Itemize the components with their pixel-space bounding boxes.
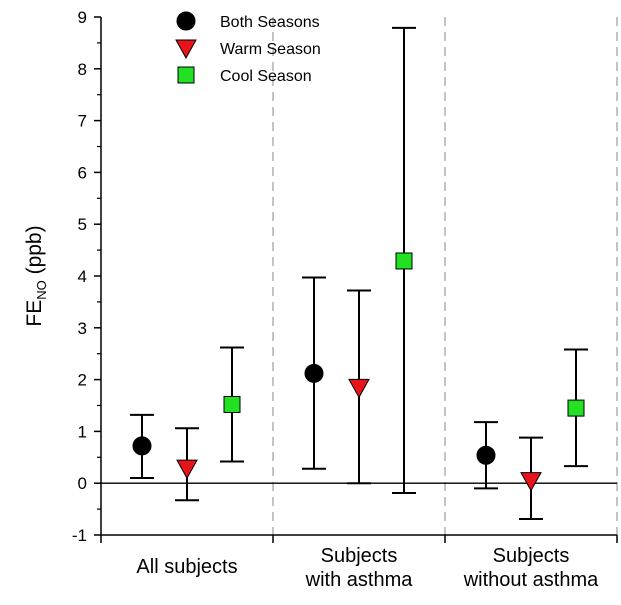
y-tick-label: 8 — [78, 60, 87, 79]
x-category-label: Subjects without asthma — [463, 545, 599, 591]
data-point — [395, 252, 413, 270]
y-tick-label: 9 — [78, 8, 87, 27]
data-point — [132, 436, 152, 456]
series-cool-season — [220, 26, 588, 495]
y-tick-label: 3 — [78, 319, 87, 338]
x-category-label-line: Subjects — [321, 545, 398, 567]
y-tick-label: 6 — [78, 163, 87, 182]
y-tick-label: 7 — [78, 112, 87, 131]
series-warm-season — [175, 289, 543, 520]
x-category-label-line: with asthma — [305, 569, 414, 591]
data-point — [520, 472, 542, 492]
series-layer — [130, 26, 588, 520]
y-tick-label: 5 — [78, 215, 87, 234]
legend: Both Seasons Warm Season Cool Season — [175, 11, 321, 85]
y-tick-label: -1 — [72, 526, 87, 545]
series-both-seasons — [130, 276, 498, 490]
data-point — [176, 459, 198, 480]
x-category-label: Subjects with asthma — [305, 545, 414, 591]
y-axis-title: FENO (ppb) — [23, 225, 49, 326]
x-category-label: All subjects — [136, 556, 237, 578]
x-category-label-line: without asthma — [463, 569, 599, 591]
data-point — [348, 378, 370, 399]
legend-label: Cool Season — [220, 68, 312, 85]
y-title-subscript: NO — [34, 280, 49, 300]
y-axis: -1 0 1 2 3 4 5 6 7 8 9 — [72, 8, 102, 545]
y-tick-label: 2 — [78, 371, 87, 390]
y-tick-label: 4 — [78, 267, 87, 286]
data-point — [304, 363, 324, 383]
y-title-unit: (ppb) — [23, 225, 46, 280]
y-tick-label: 0 — [78, 474, 87, 493]
data-point — [476, 445, 496, 465]
x-category-label-line: All subjects — [136, 556, 237, 578]
data-point — [567, 399, 585, 417]
legend-marker — [176, 11, 196, 31]
y-tick-label: 1 — [78, 422, 87, 441]
y-title-text: FENO (ppb) — [23, 225, 49, 326]
category-separators — [272, 17, 618, 535]
y-title-main: FE — [23, 300, 46, 327]
data-point — [223, 395, 241, 413]
legend-label: Both Seasons — [220, 14, 320, 31]
x-category-label-line: Subjects — [493, 545, 570, 567]
legend-label: Warm Season — [220, 41, 321, 58]
legend-marker — [177, 66, 195, 84]
legend-marker — [175, 39, 197, 60]
